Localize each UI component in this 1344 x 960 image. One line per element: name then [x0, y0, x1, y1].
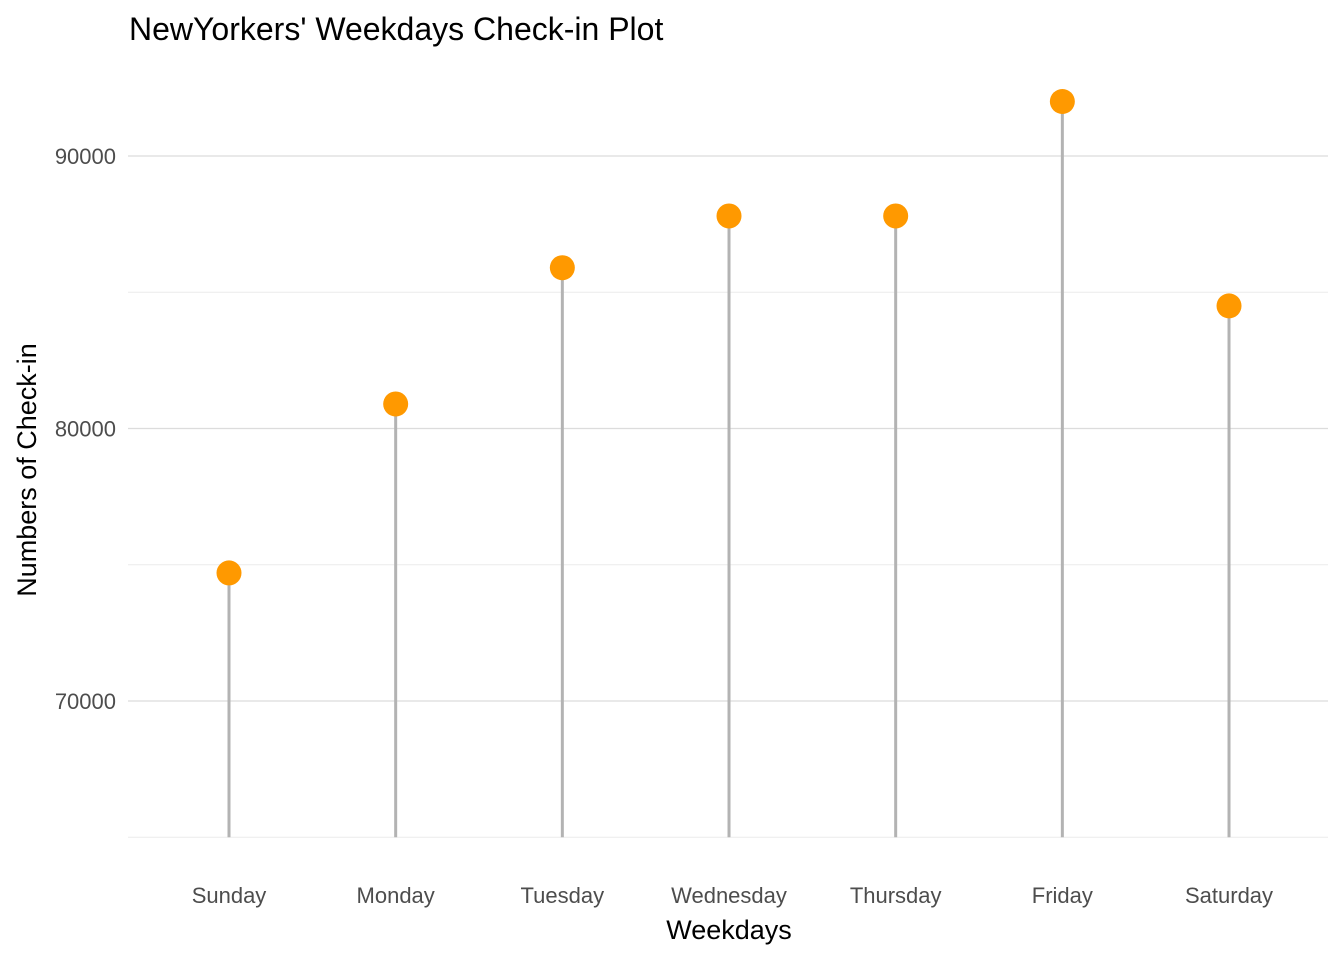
y-axis-title: Numbers of Check-in [12, 343, 42, 597]
lollipop-point [216, 560, 242, 586]
x-tick-label: Tuesday [521, 883, 605, 908]
x-tick-label: Saturday [1185, 883, 1273, 908]
y-tick-label: 80000 [55, 417, 116, 442]
lollipop-point [383, 391, 409, 417]
x-tick-label: Monday [357, 883, 435, 908]
x-tick-label: Wednesday [671, 883, 787, 908]
lollipop-stems [227, 101, 1231, 838]
lollipop-point [716, 203, 742, 229]
lollipop-points [216, 89, 1242, 586]
lollipop-point [1216, 293, 1242, 319]
x-tick-label: Sunday [192, 883, 267, 908]
y-tick-label: 90000 [55, 144, 116, 169]
chart-title: NewYorkers' Weekdays Check-in Plot [129, 11, 663, 47]
x-axis-tick-labels: Sunday Monday Tuesday Wednesday Thursday Frid… [192, 883, 1273, 908]
y-axis-tick-labels: 70000 80000 90000 [55, 144, 116, 714]
lollipop-point [883, 203, 909, 229]
x-tick-label: Thursday [850, 883, 942, 908]
x-tick-label: Friday [1032, 883, 1093, 908]
y-tick-label: 70000 [55, 689, 116, 714]
lollipop-point [549, 255, 575, 281]
x-axis-title: Weekdays [666, 915, 792, 945]
lollipop-point [1049, 89, 1075, 114]
